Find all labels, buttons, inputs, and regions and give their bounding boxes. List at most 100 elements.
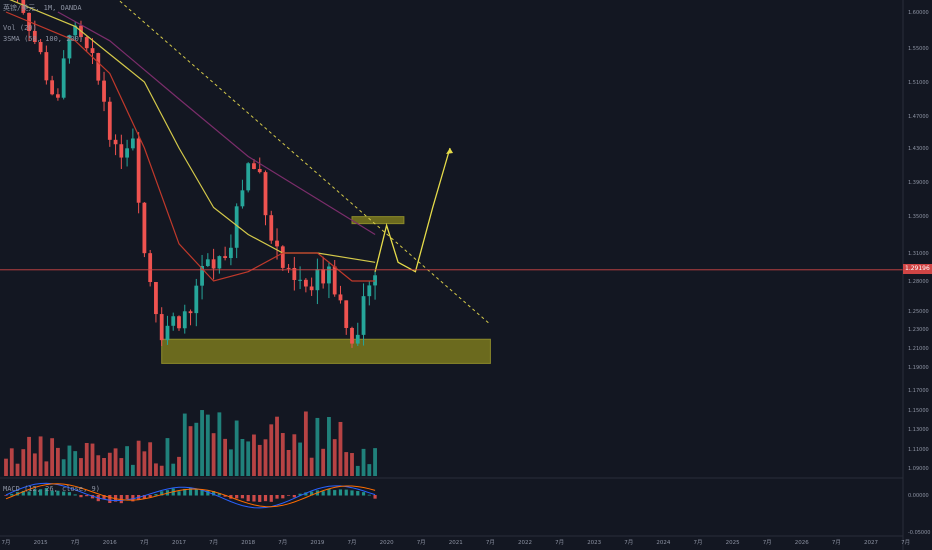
macd-histogram-bar [223,495,227,497]
price-axis-tick: 1.60000 [908,10,929,16]
price-axis-tick: 1.25000 [908,309,929,315]
time-axis-label: 2025 [726,540,740,546]
volume-layer [4,410,377,476]
time-axis-label: 7月 [624,539,633,546]
macd-histogram-bar [356,490,360,496]
volume-bar [113,448,118,476]
volume-bar [15,463,20,476]
zones-layer [161,216,491,364]
candle-body [90,48,95,54]
candle-body [338,294,343,301]
candle-body [327,266,331,284]
sma-200-line [57,11,376,236]
candle-body [96,53,101,81]
volume-bar [373,448,377,476]
price-axis-tick: 1.31000 [908,251,929,257]
macd-histogram-bar [263,495,268,502]
macd-histogram-bar [321,491,325,496]
macd-line [5,482,376,509]
candle-body [102,80,106,102]
candle-body [56,94,60,98]
time-axis-label: 2024 [656,540,670,546]
volume-bar [32,453,37,476]
price-axis-tick: 1.11000 [908,447,929,453]
price-axis-tick: 1.39000 [908,180,929,186]
volume-bar [194,422,199,476]
candle-body [275,240,279,247]
candle-body [211,259,216,269]
volume-bar [327,416,331,476]
candle-body [142,202,147,254]
macd-histogram-bar [85,495,89,497]
time-axis-label: 7月 [694,539,703,546]
volume-bar [182,413,187,476]
candle-body [159,314,164,341]
macd-histogram-bar [39,489,43,496]
volume-bar [73,451,78,476]
candle-body [148,253,153,282]
macd-histogram-bar [194,489,198,496]
time-axis-label: 2018 [241,540,255,546]
macd-histogram-bar [44,488,48,496]
sma-legend[interactable]: 3SMA (50, 100, 200) [3,35,84,43]
candle-body [125,148,129,158]
macd-histogram-bar [258,495,262,502]
projection-arrowhead [446,148,454,154]
volume-bar [367,464,372,476]
macd-histogram-bar [33,489,37,496]
candle-body [309,286,314,291]
candle-body [252,163,256,169]
candle-body [240,190,245,207]
volume-bar [4,458,8,476]
macd-legend[interactable]: MACD (12, 26, close, 9) [3,485,100,493]
volume-bar [298,442,302,476]
time-axis-label: 7月 [486,539,495,546]
macd-histogram-bar [188,487,193,496]
volume-bar [252,434,256,476]
time-axis-label: 7月 [763,539,772,546]
candle-body [136,138,141,203]
volume-bar [130,464,135,476]
candle-body [154,281,158,315]
macd-histogram-bar [327,488,331,496]
support-zone [161,338,491,364]
volume-bar [205,414,210,476]
macd-histogram-bar [67,492,72,496]
volume-bar [9,448,14,476]
macd-signal-line [5,483,376,508]
candle-body [61,58,66,98]
macd-histogram-bar [119,495,123,504]
macd-histogram-bar [269,495,273,502]
price-axis-tick: 1.23000 [908,327,929,333]
time-axis-label: 7月 [555,539,564,546]
macd-histogram-bar [246,495,250,502]
macd-histogram-bar [338,489,343,496]
time-axis-label: 2026 [795,540,809,546]
candle-body [188,311,193,314]
symbol-legend[interactable]: 英镑/美元, 1M, OANDA [3,4,82,12]
projection-path [374,147,451,273]
macd-histogram-bar [160,491,164,496]
candle-body [217,256,222,269]
volume-bar [125,446,129,476]
time-axis-label: 2027 [864,540,878,546]
macd-histogram-bar [240,495,245,499]
volume-legend[interactable]: Vol (20) [3,24,37,32]
price-axis-tick: 1.13000 [908,427,929,433]
volume-bar [21,449,26,476]
candle-body [292,267,297,280]
candle-body [73,25,78,36]
candle-body [205,259,210,266]
volume-bar [142,451,147,476]
volume-bar [136,440,141,476]
volume-bar [350,453,354,476]
macd-histogram-bar [79,495,83,498]
price-axis-tick: 1.17000 [908,388,929,394]
macd-histogram-bar [148,495,152,498]
volume-bar [211,433,216,476]
candle-body [246,163,251,191]
macd-histogram-bar [177,491,181,496]
time-axis-label: 7月 [209,539,218,546]
